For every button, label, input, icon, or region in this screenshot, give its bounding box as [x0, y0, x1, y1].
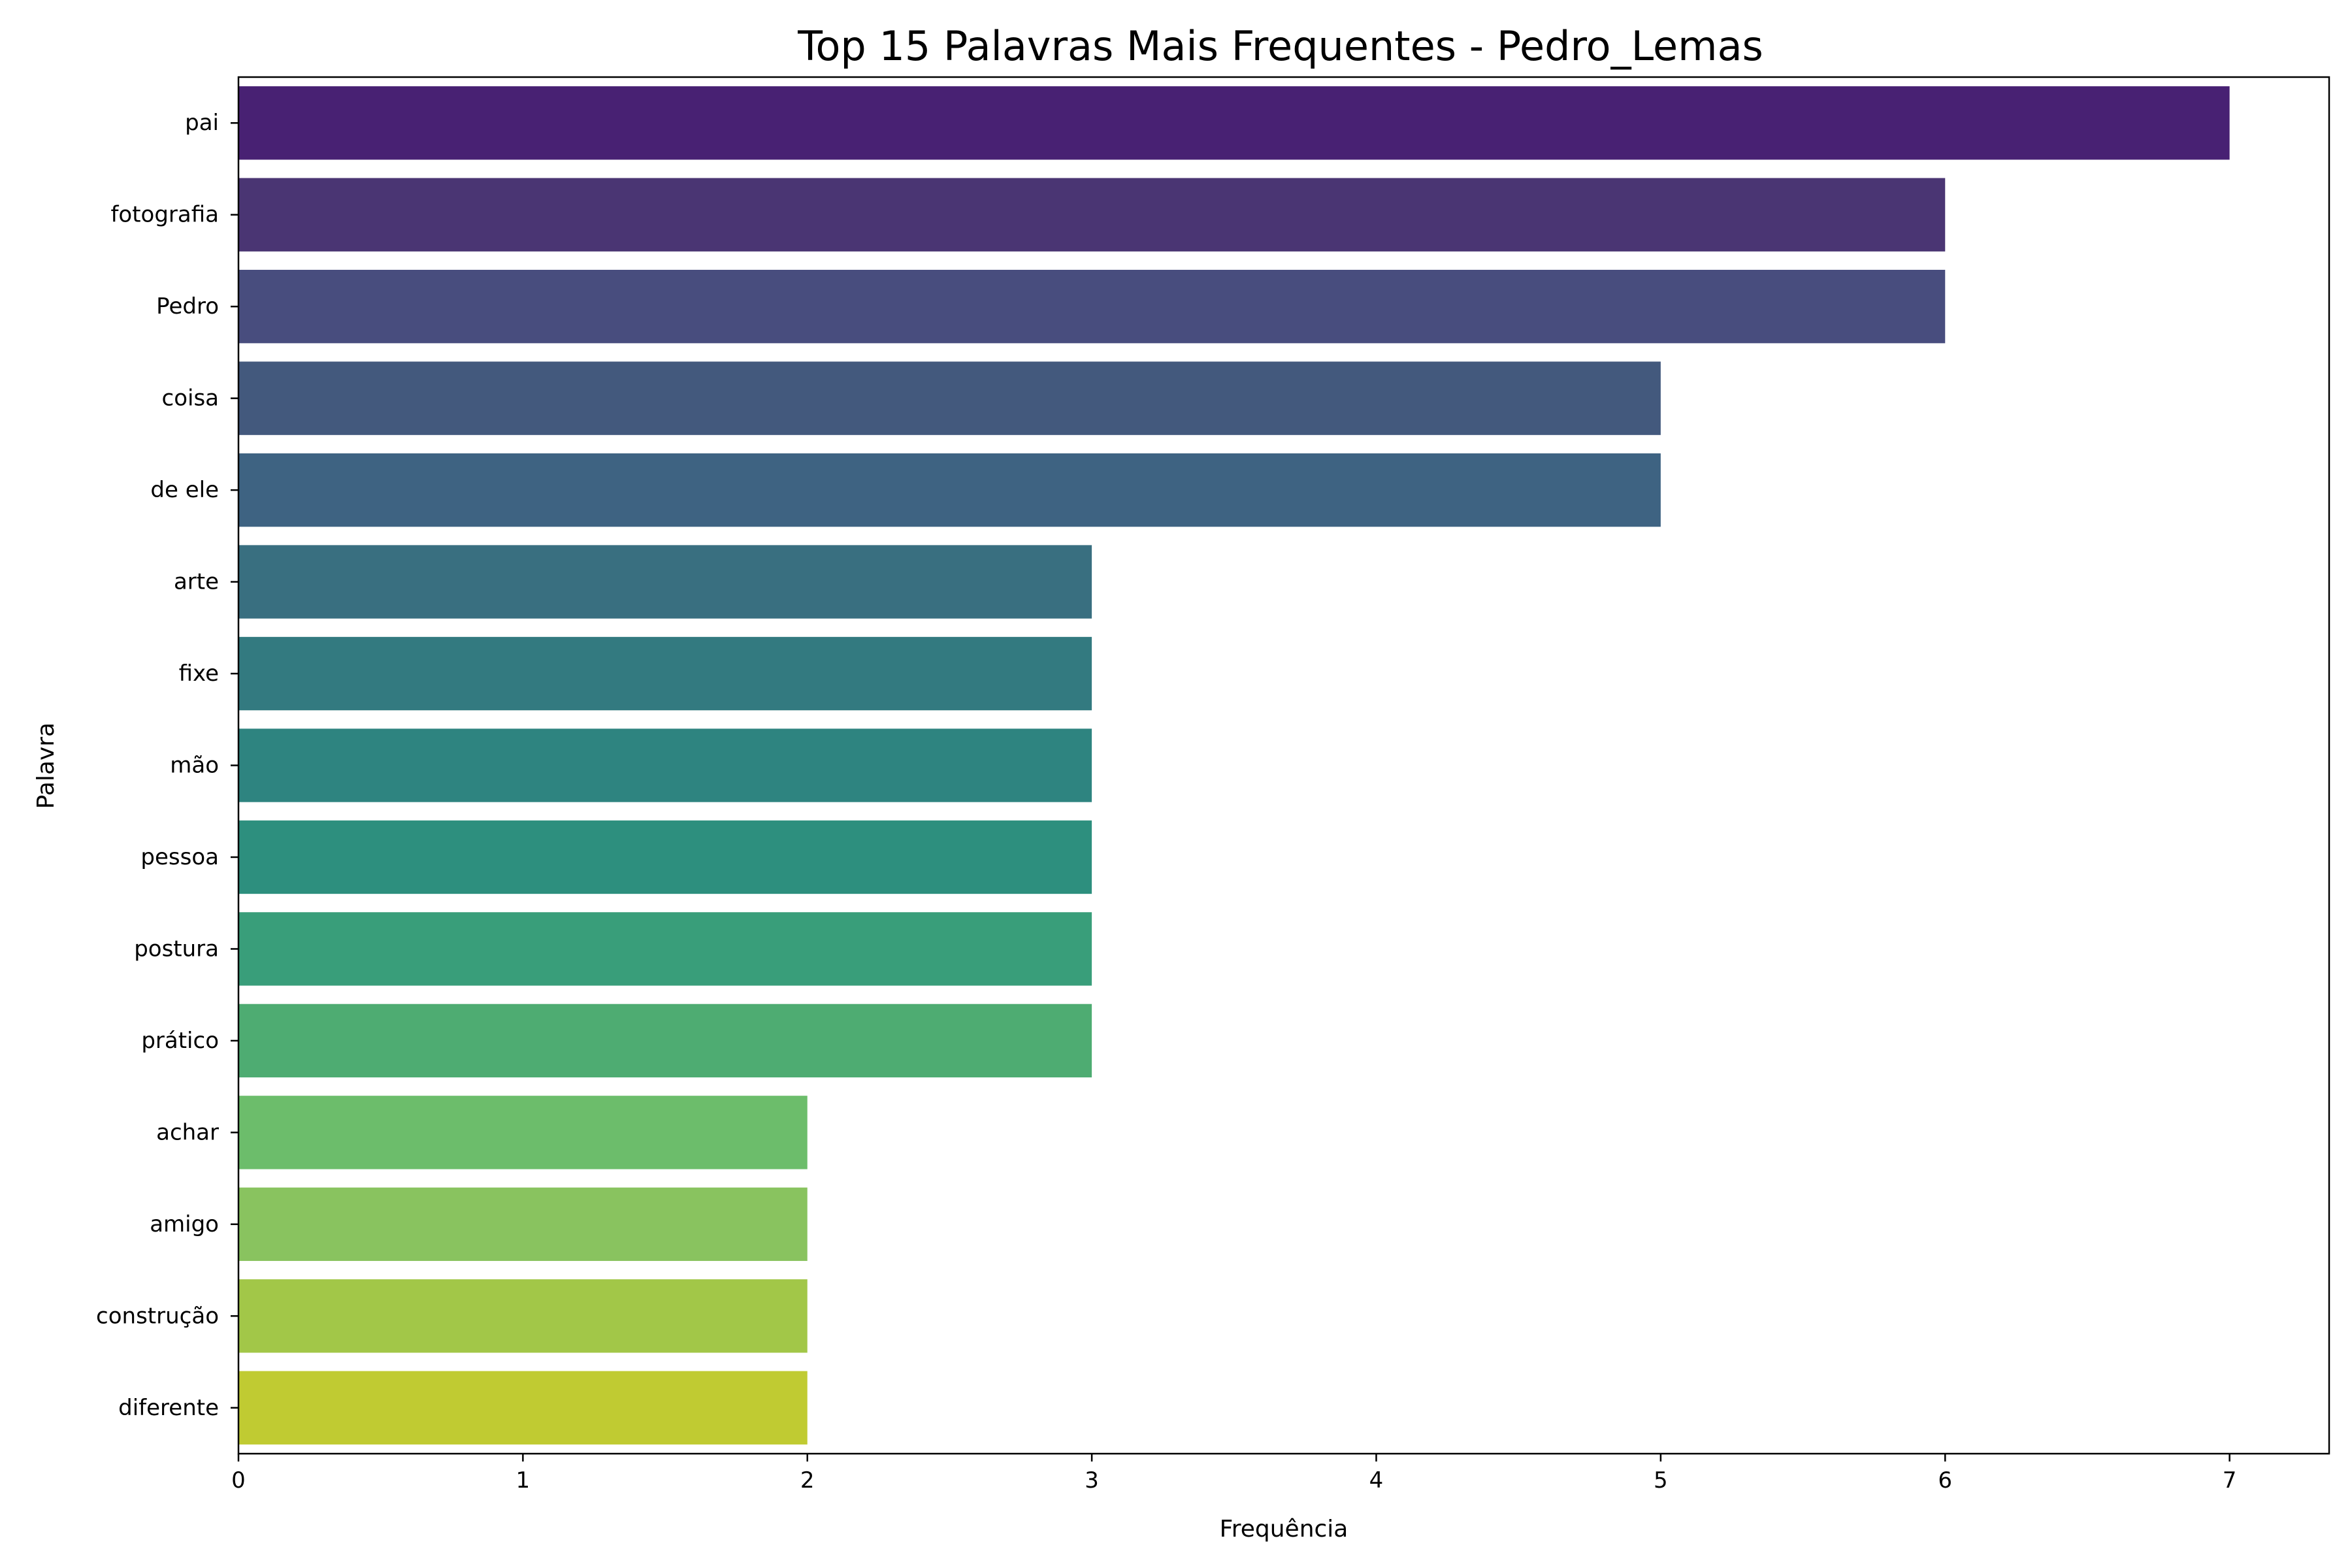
x-tick-label: 7: [2223, 1467, 2237, 1494]
bar-6: [238, 636, 1092, 711]
x-tick-label: 1: [516, 1467, 531, 1494]
x-axis-title: Frequência: [1220, 1516, 1348, 1543]
bar-12: [238, 1187, 808, 1262]
y-tick-label: pai: [185, 110, 219, 136]
bar-3: [238, 361, 1661, 435]
bars-layer: [238, 86, 2230, 1445]
chart-title: Top 15 Palavras Mais Frequentes - Pedro_…: [797, 22, 1763, 70]
x-tick-label: 4: [1369, 1467, 1384, 1494]
bar-0: [238, 86, 2230, 160]
y-axis-title: Palavra: [33, 723, 59, 809]
y-tick-label: de ele: [150, 477, 219, 503]
y-tick-label: mão: [170, 753, 219, 779]
y-tick-label: arte: [174, 569, 219, 595]
bar-2: [238, 269, 1946, 344]
bar-7: [238, 728, 1092, 802]
x-axis: 0 1 2 3 4 5 6 7: [231, 1454, 2236, 1494]
y-tick-label: Pedro: [156, 293, 219, 319]
bar-1: [238, 178, 1946, 252]
bar-13: [238, 1279, 808, 1353]
bar-11: [238, 1096, 808, 1169]
y-tick-label: amigo: [150, 1211, 219, 1237]
bar-14: [238, 1371, 808, 1445]
y-tick-label: prático: [141, 1028, 219, 1054]
x-tick-label: 0: [231, 1467, 246, 1494]
y-tick-label: postura: [134, 936, 219, 962]
x-tick-label: 3: [1085, 1467, 1099, 1494]
y-tick-label: construção: [96, 1303, 219, 1329]
bar-4: [238, 453, 1661, 527]
bar-8: [238, 820, 1092, 894]
y-tick-label: pessoa: [140, 844, 219, 870]
bar-5: [238, 545, 1092, 619]
bar-10: [238, 1004, 1092, 1078]
y-tick-label: achar: [156, 1119, 219, 1145]
y-tick-label: coisa: [162, 385, 220, 412]
x-tick-label: 6: [1938, 1467, 1952, 1494]
y-tick-label: fixe: [179, 661, 219, 687]
x-tick-label: 5: [1654, 1467, 1668, 1494]
y-axis: pai fotografia Pedro coisa de ele arte fixe mão…: [96, 110, 238, 1421]
y-tick-label: diferente: [118, 1395, 219, 1421]
bar-9: [238, 912, 1092, 986]
y-tick-label: fotografia: [110, 202, 219, 228]
x-tick-label: 2: [800, 1467, 815, 1494]
